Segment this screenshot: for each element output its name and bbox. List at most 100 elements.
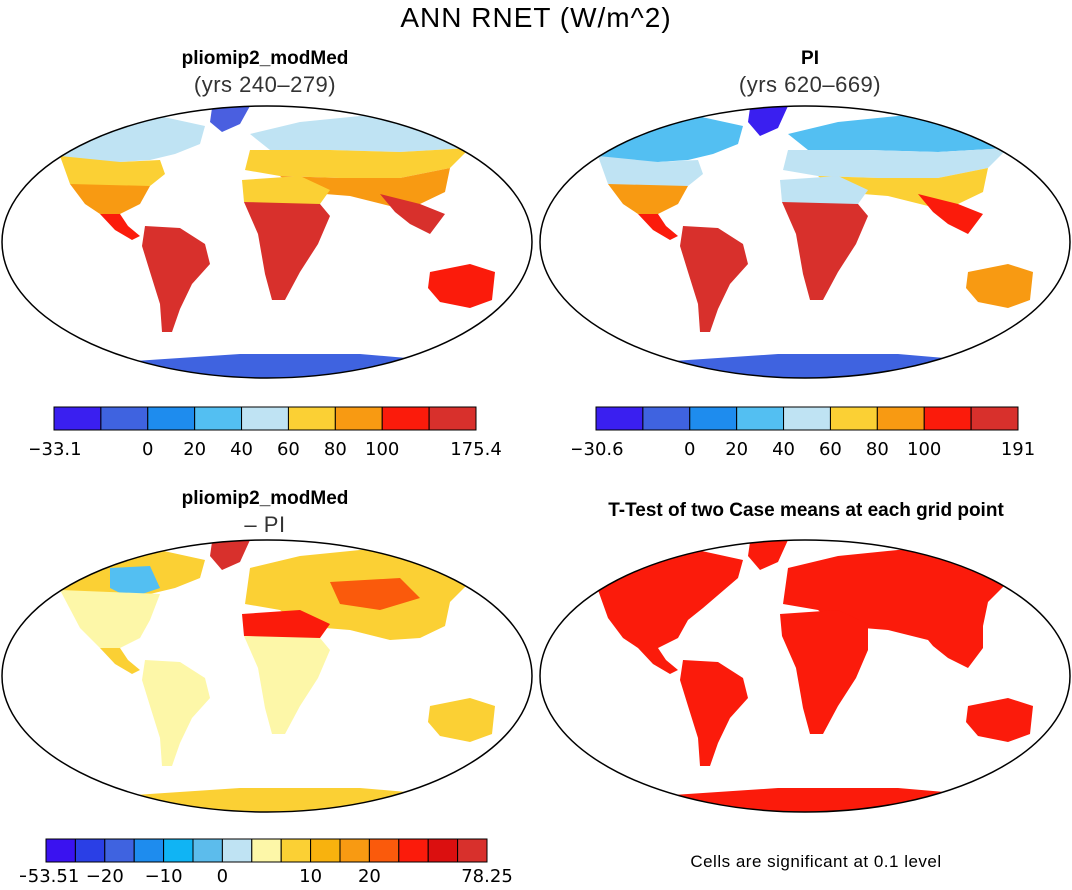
land-eurasia-mid [783,148,1008,178]
colorbar-bin [368,838,400,863]
land-south-america [680,660,748,766]
land-eurasia-mid [245,148,470,178]
land-north-america-south [608,184,688,214]
colorbar-tick-label: 40 [230,439,253,460]
land-africa-south [782,202,868,300]
colorbar-pi: −30.6 0 20 40 60 80 100 191 [568,406,1052,467]
colorbar-bin [381,406,430,431]
colorbar-bin [104,838,135,863]
land-central-america [100,648,140,674]
colorbar-tick-label: 80 [866,439,889,460]
colorbar-tick-label: 191 [1001,439,1035,460]
colorbar-bin [689,406,738,431]
land-south-america [142,226,210,332]
colorbar-bin [736,406,785,431]
panel2-subtitle: (yrs 620–669) [738,72,882,97]
land-antarctica [100,788,450,812]
colorbar-bin [194,406,243,431]
colorbar-difference: −53.51 −20 −10 0 10 20 78.25 [13,838,520,890]
colorbar-bin [53,406,102,431]
land-africa-south [244,636,330,734]
colorbar-tick-label: −10 [145,866,183,885]
land-greenland [748,540,788,570]
panel1-title: pliomip2_modMed [181,48,349,69]
land-central-america [638,214,678,240]
land-south-america [680,226,748,332]
land-eurasia-warm [330,578,420,610]
colorbar-bin [457,838,488,863]
colorbar-bin [970,406,1019,431]
land-africa-south [244,202,330,300]
colorbar-bin [334,406,383,431]
colorbar-tick-label: −33.1 [30,439,82,460]
colorbar-bin [163,838,194,863]
land-eurasia [783,548,1038,668]
significance-note: Cells are significant at 0.1 level [690,852,942,871]
land-eurasia-south [818,168,988,206]
colorbar-tick-label: −53.51 [20,866,79,885]
land-australia [966,698,1033,742]
colorbar-bin [45,838,76,863]
land-eurasia-north [788,114,1038,152]
colorbar-bin [147,406,196,431]
colorbar-bin [339,838,370,863]
land-greenland [210,106,250,132]
colorbar-bin [923,406,972,431]
colorbar-tick-label: 10 [299,866,322,885]
land-central-america [100,214,140,240]
panel1-subtitle: (yrs 240–279) [193,72,337,97]
land-greenland [210,540,250,570]
colorbar-bin [192,838,223,863]
land-eurasia-south [280,168,450,206]
colorbar-bin [783,406,831,431]
colorbar-bin [427,838,459,863]
figure-title: ANN RNET (W/m^2) [400,2,672,33]
land-antarctica [638,354,988,378]
colorbar-tick-label: 60 [277,439,300,460]
map-panel-modmed [1,105,533,379]
land-eurasia-north [250,114,500,152]
map-panel-difference [1,539,533,813]
colorbar-tick-label: 80 [324,439,347,460]
colorbar-tick-label: 20 [358,866,381,885]
colorbar-tick-label: 175.4 [450,439,502,460]
colorbar-tick-label: 78.25 [461,866,513,885]
colorbar-bin [595,406,644,431]
colorbar-tick-label: −20 [86,866,124,885]
colorbar-tick-label: 100 [365,439,399,460]
land-africa-north [242,176,330,204]
colorbar-bin [310,838,341,863]
land-south-asia [380,194,445,234]
land-antarctica [638,788,988,812]
colorbar-bin [398,838,429,863]
land-africa-north [780,176,868,204]
map-panel-pi [539,105,1071,379]
colorbar-tick-label: 100 [907,439,941,460]
colorbar-bin [280,838,312,863]
land-australia [428,264,495,308]
land-north-america-mid [60,156,165,190]
colorbar-tick-label: 60 [819,439,842,460]
colorbar-bin [642,406,691,431]
colorbar-tick-label: 20 [183,439,206,460]
colorbar-modmed: −33.1 0 20 40 60 80 100 175.4 [26,406,510,467]
land-north-america-north [52,114,205,164]
colorbar-tick-label: 40 [772,439,795,460]
colorbar-tick-label: 0 [142,439,153,460]
panel2-title: PI [801,48,819,69]
colorbar-bin [241,406,289,431]
land-antarctica [100,354,450,378]
land-north-america [590,548,743,674]
land-south-america [142,660,210,766]
land-north-america-mid [598,156,703,190]
colorbar-tick-label: 0 [217,866,228,885]
land-africa [780,610,868,734]
colorbar-bin [100,406,149,431]
land-north-america-south [60,590,160,648]
land-australia [428,698,495,742]
colorbar-bin [251,838,282,863]
land-australia [966,264,1033,308]
colorbar-bin [221,838,253,863]
colorbar-bin [428,406,477,431]
land-greenland [748,106,788,136]
